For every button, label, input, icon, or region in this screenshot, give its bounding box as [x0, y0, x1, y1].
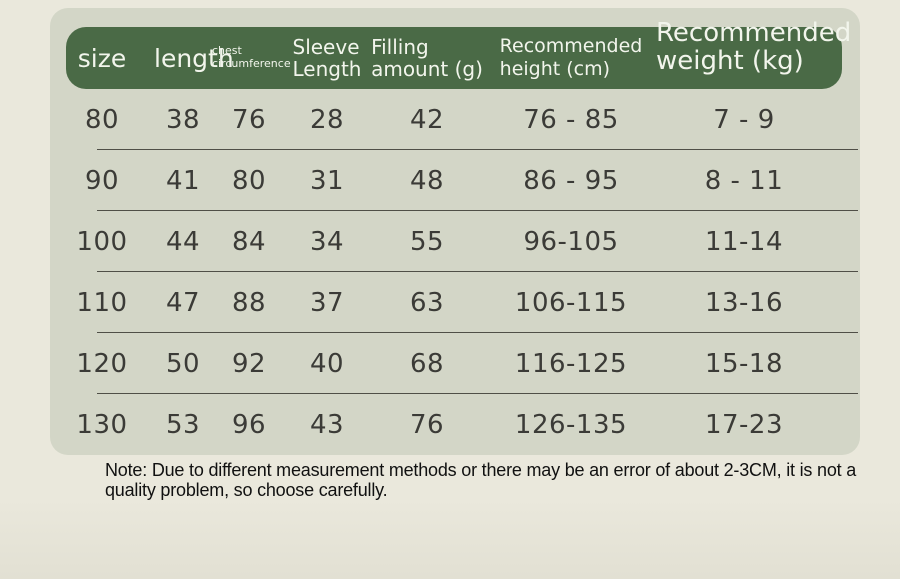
table-cell: 8 - 11	[704, 165, 784, 196]
table-row: 100 44 84 34 55 96-105 11-14	[50, 211, 858, 272]
table-cell: 47	[165, 287, 201, 318]
column-header-rec-height: Recommended height (cm)	[486, 35, 656, 81]
table-cell: 106-115	[514, 287, 628, 318]
table-cell: 37	[309, 287, 345, 318]
column-header-line: circumference	[212, 57, 291, 70]
table-cell: 31	[309, 165, 345, 196]
table-cell: 17-23	[704, 409, 784, 440]
column-header-line: Filling	[371, 34, 429, 59]
table-cell: 130	[76, 409, 128, 440]
table-cell: 40	[309, 348, 345, 379]
table-row: 120 50 92 40 68 116-125 15-18	[50, 333, 858, 394]
table-cell: 55	[409, 226, 445, 257]
table-cell: 96	[231, 409, 267, 440]
table-cell: 88	[231, 287, 267, 318]
column-header-line: length	[154, 43, 234, 73]
column-header-line: height (cm)	[499, 58, 611, 80]
column-header-filling: Filling amount (g)	[368, 34, 486, 81]
table-cell: 120	[76, 348, 128, 379]
table-cell: 68	[409, 348, 445, 379]
table-cell: 86 - 95	[523, 165, 619, 196]
table-cell: 53	[165, 409, 201, 440]
table-cell: 44	[165, 226, 201, 257]
table-cell: 76	[231, 104, 267, 135]
column-header-chest: chest circumference	[212, 45, 291, 70]
table-cell: 7 - 9	[713, 104, 775, 135]
measurement-note: Note: Due to different measurement metho…	[105, 460, 857, 500]
column-header-line: Recommended	[656, 17, 852, 48]
table-header-row: size length chest circumference Sleeve Length…	[50, 19, 860, 89]
table-cell: 63	[409, 287, 445, 318]
column-header-line: chest	[212, 44, 242, 58]
table-cell: 96-105	[523, 226, 619, 257]
table-cell: 48	[409, 165, 445, 196]
table-body: 80 38 76 28 42 76 - 85 7 - 9 90 41 80 31 48 86 - 95 8…	[50, 89, 860, 455]
table-header-bar	[66, 27, 842, 89]
table-row: 80 38 76 28 42 76 - 85 7 - 9	[50, 89, 858, 150]
table-cell: 92	[231, 348, 267, 379]
table-cell: 126-135	[514, 409, 628, 440]
table-cell: 90	[84, 165, 120, 196]
column-header-rec-weight: Recommended weight (kg)	[656, 19, 851, 75]
table-cell: 80	[231, 165, 267, 196]
table-cell: 15-18	[704, 348, 784, 379]
table-cell: 80	[84, 104, 120, 135]
table-cell: 116-125	[514, 348, 628, 379]
table-cell: 100	[76, 226, 128, 257]
column-header-line: weight (kg)	[656, 46, 804, 76]
column-header-line: size	[77, 43, 127, 73]
column-header-sleeve: Sleeve Length	[286, 34, 368, 81]
table-cell: 84	[231, 226, 267, 257]
table-cell: 42	[409, 104, 445, 135]
table-cell: 50	[165, 348, 201, 379]
column-header-line: Sleeve	[292, 34, 360, 59]
column-header-length: length	[154, 44, 234, 73]
table-row: 130 53 96 43 76 126-135 17-23	[50, 394, 832, 455]
table-cell: 34	[309, 226, 345, 257]
column-header-line: amount (g)	[371, 57, 483, 81]
table-row: 110 47 88 37 63 106-115 13-16	[50, 272, 858, 333]
column-header-line: Recommended	[499, 35, 643, 58]
size-chart-panel: size length chest circumference Sleeve Length…	[50, 8, 860, 455]
table-cell: 11-14	[704, 226, 784, 257]
table-cell: 76	[409, 409, 445, 440]
table-cell: 38	[165, 104, 201, 135]
table-cell: 76 - 85	[523, 104, 619, 135]
table-cell: 28	[309, 104, 345, 135]
column-header-line: Length	[292, 57, 362, 81]
column-header-size: size	[50, 44, 154, 73]
table-cell: 43	[309, 409, 345, 440]
table-cell: 110	[76, 287, 128, 318]
table-row: 90 41 80 31 48 86 - 95 8 - 11	[50, 150, 858, 211]
table-cell: 13-16	[704, 287, 784, 318]
table-cell: 41	[165, 165, 201, 196]
